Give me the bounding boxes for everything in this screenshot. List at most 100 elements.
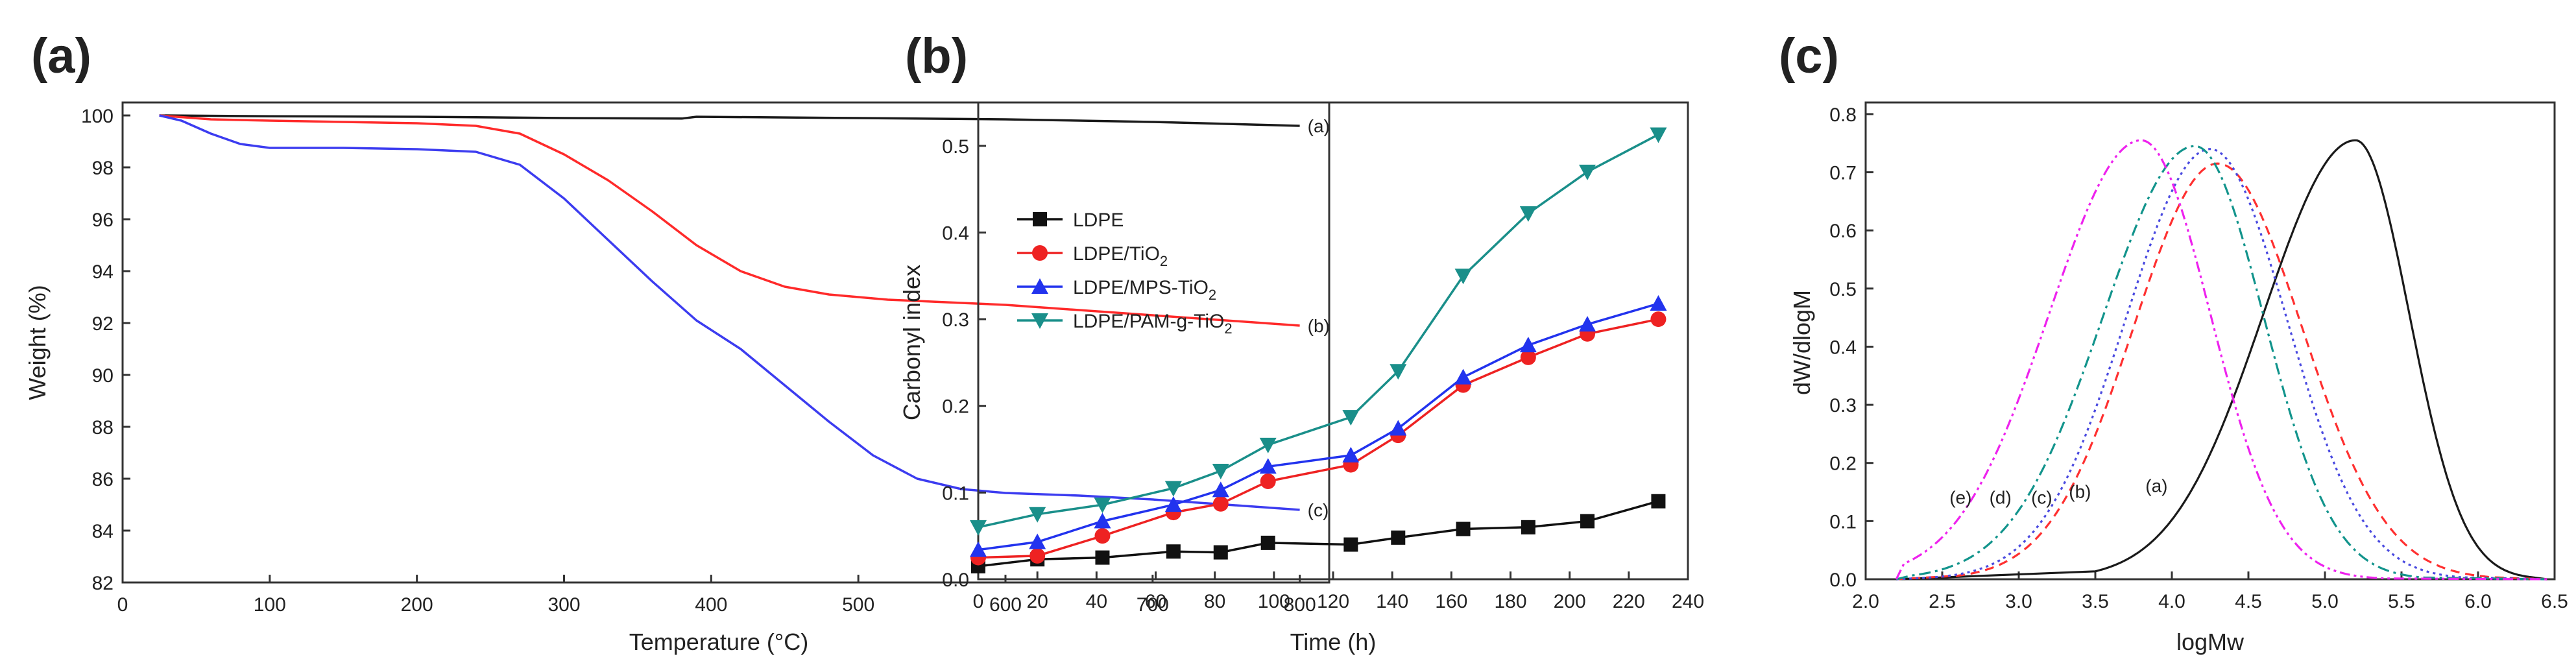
panel-b-series-3-point: [1579, 164, 1596, 180]
panel-b-series-3-point: [970, 520, 987, 536]
panel-c-frame: [1864, 101, 2556, 581]
panel-a-y-tick-label: 82: [92, 573, 114, 594]
panel-b-legend-3-text: LDPE/PAM-g-TiO: [1073, 311, 1224, 332]
panel-b-x-tick-label: 220: [1613, 591, 1645, 612]
panel-b-series-0-point: [1260, 535, 1275, 550]
panel-c-x-tick-label: 3.5: [2082, 591, 2109, 612]
panel-c-x-axis-label: logMw: [2176, 629, 2245, 655]
panel-b-x-tick-label: 160: [1435, 591, 1467, 612]
panel-c-x-tick-label: 6.5: [2541, 591, 2568, 612]
panel-b-series-3-point: [1212, 463, 1229, 479]
panel-b-series-2-point: [970, 541, 987, 557]
panel-b-series-1-point: [1029, 547, 1046, 564]
panel-a-series-1-line: [159, 114, 1300, 327]
panel-b-series-2-point: [1259, 458, 1277, 474]
panel-a-x-tick-label: 400: [695, 594, 727, 616]
panel-c-y-tick-label: 0.4: [1829, 337, 1857, 358]
panel-a-y-tick-label: 100: [81, 106, 114, 127]
panel-b-series-2-point: [1579, 316, 1596, 332]
panel-b-y-tick-label: 0.3: [942, 309, 969, 331]
panel-b-series-2-point: [1519, 337, 1537, 353]
panel-b-x-tick-label: 100: [1258, 591, 1290, 612]
panel-b-series-2-point: [1212, 481, 1229, 498]
panel-c-series-3-line: [1896, 145, 2547, 581]
panel-b-series-1-point: [1650, 311, 1667, 328]
panel-c-series: [1895, 139, 2547, 581]
panel-b-series-3-point: [1342, 410, 1360, 426]
panel-b-series-2-point: [1650, 295, 1667, 311]
panel-b-series: [970, 127, 1667, 573]
panel-c-x-tick-label: 4.0: [2158, 591, 2185, 612]
panel-b-y-tick-label: 0.1: [942, 483, 969, 504]
panel-b-legend-2-text: LDPE/MPS-TiO: [1073, 277, 1209, 298]
panel-a-x-tick-label: 600: [989, 594, 1022, 616]
panel-b-series-0-point: [1213, 545, 1228, 560]
panel-c-curve-label-0: (e): [1949, 487, 1971, 507]
panel-b-x-tick-label: 240: [1672, 591, 1704, 612]
panel-b-x-tick-label: 0: [973, 591, 984, 612]
panel-c-y-tick-label: 0.6: [1829, 221, 1857, 242]
panel-b-label: (b): [905, 29, 968, 84]
panel-a-series: (a) (b) (c): [159, 114, 1330, 520]
panel-b-ticks: 0 20 40 60 80 100 120 140 160 180 200 220 240 0.0 0.1 0…: [942, 136, 1704, 612]
panel-b-series-0-point: [1580, 514, 1595, 529]
panel-b-y-tick-label: 0.5: [942, 136, 969, 158]
panel-b-series-2-line: [978, 302, 1659, 551]
panel-c: (c) 2.0 2.5 3.0 3.5 4.0 4.5 5.0 5.5 6.0 6.5 0.0 0.1…: [1779, 29, 2568, 655]
panel-b-series-3-point: [1164, 481, 1182, 497]
panel-b-series-2-point: [1390, 420, 1407, 436]
panel-b-series-1-point: [1212, 496, 1229, 512]
panel-b-legend: LDPELDPE/TiO2LDPE/MPS-TiO2LDPE/PAM-g-TiO…: [1017, 210, 1233, 337]
panel-c-x-tick-label: 5.5: [2388, 591, 2415, 612]
panel-b-series-0-point: [1166, 544, 1181, 559]
panel-c-curve-labels: (e) (d) (c) (b) (a): [1949, 476, 2167, 508]
panel-a-ticks: 0 100 200 300 400 500 600 700 800828486889092949…: [81, 106, 1316, 616]
panel-c-y-tick-label: 0.8: [1829, 104, 1857, 126]
panel-c-x-tick-label: 5.0: [2311, 591, 2339, 612]
panel-c-y-tick-label: 0.7: [1829, 163, 1857, 184]
panel-c-y-tick-label: 0.3: [1829, 395, 1857, 416]
panel-c-series-1-line: [1896, 162, 2547, 581]
panel-a-x-tick-label: 800: [1284, 594, 1316, 616]
panel-a-x-tick-label: 500: [842, 594, 874, 616]
panel-b-series-0-point: [1456, 522, 1471, 536]
panel-b-series-3-point: [1094, 498, 1111, 514]
panel-a-y-tick-label: 84: [92, 521, 114, 542]
panel-b-legend-3-subscript: 2: [1224, 320, 1232, 337]
panel-a-series-0-line: [159, 114, 1300, 127]
panel-b-series-1-point: [1094, 528, 1111, 544]
panel-a-frame: [121, 101, 1330, 584]
panel-a-x-tick-label: 300: [548, 594, 580, 616]
panel-b-x-tick-label: 120: [1317, 591, 1349, 612]
panel-b-x-axis-label: Time (h): [1290, 629, 1377, 655]
panel-b-legend-2-subscript: 2: [1209, 287, 1216, 303]
panel-b-legend-1-text: LDPE/TiO: [1073, 243, 1160, 265]
panel-b-x-tick-label: 180: [1494, 591, 1526, 612]
panel-b-legend-1-marker: [1032, 245, 1048, 261]
panel-c-series-2-line: [1896, 148, 2547, 581]
panel-b-x-tick-label: 80: [1204, 591, 1225, 612]
panel-c-curve-label-4: (a): [2145, 476, 2167, 496]
panel-b-series-3-point: [1259, 437, 1277, 453]
panel-c-ticks: 2.0 2.5 3.0 3.5 4.0 4.5 5.0 5.5 6.0 6.5 0.0 0.1 0.2 0…: [1829, 104, 2568, 612]
panel-c-curve-label-1: (d): [1990, 487, 2012, 507]
panel-b-legend-3-label: LDPE/PAM-g-TiO2: [1073, 311, 1233, 337]
panel-b-legend-0-marker: [1033, 212, 1047, 226]
panel-b-y-tick-label: 0.0: [942, 570, 969, 591]
panel-c-x-tick-label: 4.5: [2235, 591, 2262, 612]
panel-c-series-0-line: [1896, 139, 2547, 581]
panel-b-legend-0-label: LDPE: [1073, 210, 1124, 231]
panel-b-series-2-point: [1164, 496, 1182, 512]
panel-a-series-0-label: (a): [1308, 116, 1330, 136]
panel-b-series-2-point: [1094, 512, 1111, 529]
panel-a-x-tick-label: 700: [1137, 594, 1169, 616]
panel-c-y-axis-label: dW/dlogM: [1788, 290, 1815, 395]
panel-b-series-0-point: [1521, 520, 1535, 534]
panel-a-x-axis-label: Temperature (°C): [629, 629, 808, 655]
panel-b: (b) 0 20 40 60 80 100 120 140 160 180 200 220 240 0.0…: [898, 29, 1704, 655]
panel-b-x-tick-label: 60: [1145, 591, 1166, 612]
panel-b-series-2-point: [1342, 446, 1360, 462]
panel-a-x-tick-label: 0: [117, 594, 128, 616]
panel-b-x-tick-label: 20: [1026, 591, 1048, 612]
